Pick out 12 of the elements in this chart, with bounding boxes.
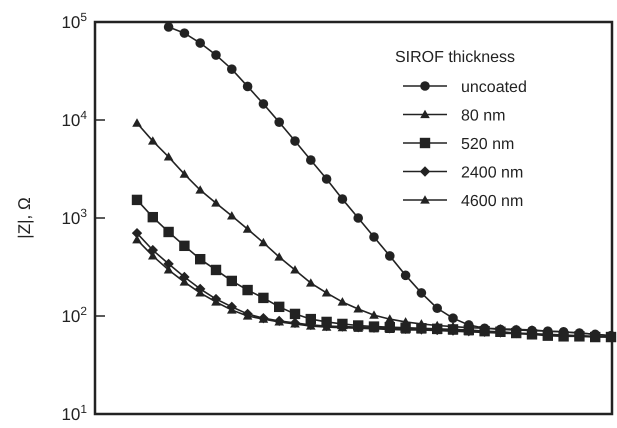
y-tick-label: 10$^{4}$ [61, 108, 88, 130]
y-tick-label: 10$^{2}$ [61, 304, 88, 326]
legend-title: SIROF thickness [395, 49, 516, 66]
y-tick-label: 10$^{5}$ [61, 10, 88, 32]
y-tick-label: 10$^{1}$ [61, 402, 88, 424]
legend-label: 80 nm [461, 108, 506, 124]
legend-label: 520 nm [461, 136, 514, 153]
y-axis-title: |Z|, Ω [15, 197, 34, 239]
legend-label: 2400 nm [461, 164, 524, 182]
legend-label: uncoated [461, 79, 527, 96]
y-tick-label: 10$^{3}$ [61, 206, 88, 228]
legend-label: 4600 nm [461, 193, 524, 210]
